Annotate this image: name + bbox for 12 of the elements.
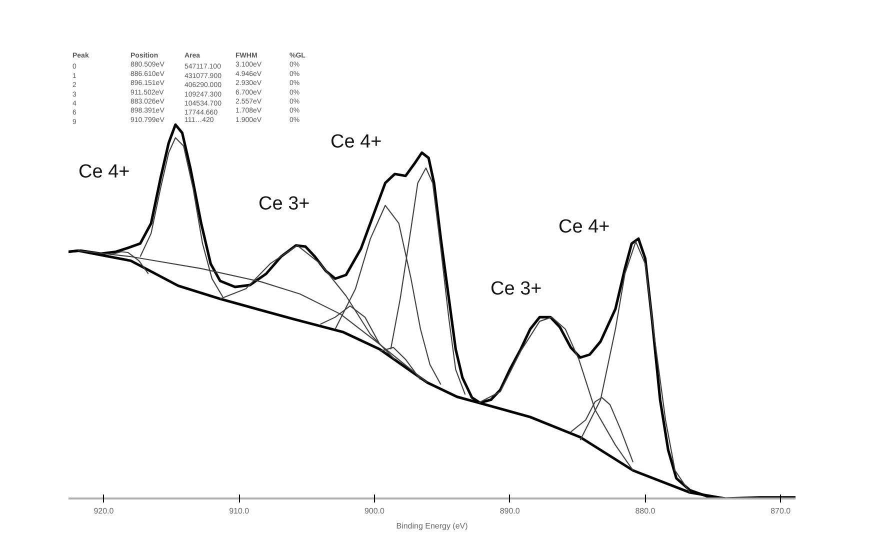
x-tick-label: 920.0 — [94, 506, 114, 516]
annotation: Ce 3+ — [490, 278, 542, 300]
annotation: Ce 4+ — [330, 132, 382, 152]
x-tick-label: 890.0 — [500, 506, 520, 516]
x-tick-label: 880.0 — [635, 506, 656, 516]
annotation: Ce 4+ — [558, 216, 610, 238]
x-tick-label: 870.0 — [770, 506, 792, 516]
annotation: Ce 3+ — [258, 194, 310, 214]
x-tick-label: 910.0 — [229, 506, 250, 516]
x-tick-label: 900.0 — [364, 506, 386, 516]
x-axis-title: Binding Energy (eV) — [396, 522, 468, 530]
annotation: Ce 4+ — [78, 162, 130, 182]
